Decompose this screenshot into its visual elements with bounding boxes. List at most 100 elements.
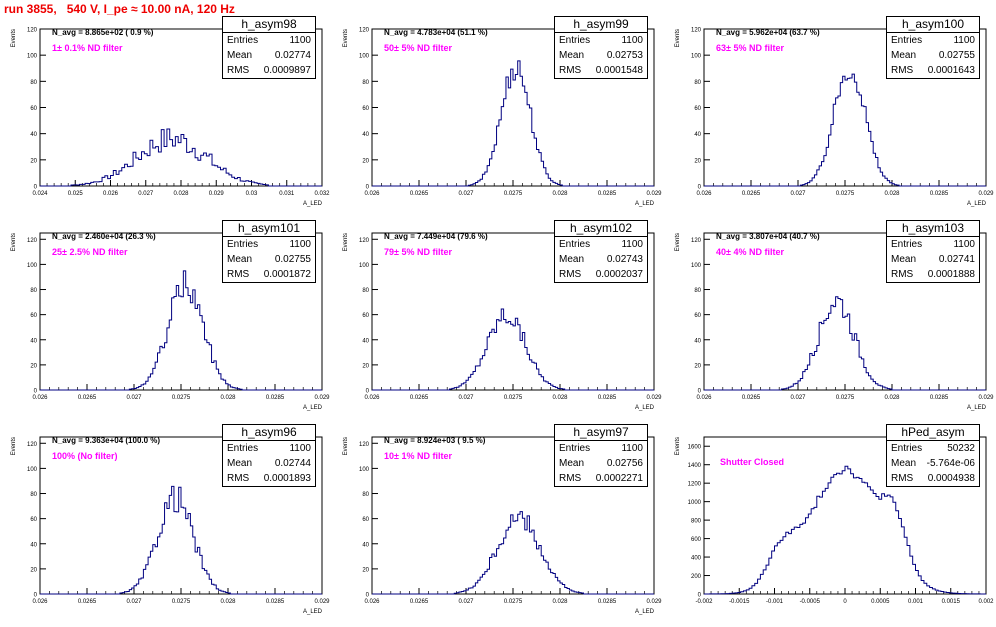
stats-label: Entries xyxy=(227,239,259,250)
stats-box-hPed_asym: hPed_asym Entries 50232 Mean -5.764e-06 RMS 0.… xyxy=(886,424,980,487)
x-tick-label: 0.03 xyxy=(246,191,258,197)
x-axis-label: A_LED xyxy=(303,201,323,207)
stats-label: Entries xyxy=(559,239,591,250)
filter-label: 100% (No filter) xyxy=(52,451,118,461)
y-tick-label: 40 xyxy=(694,132,701,138)
stats-row-mean: Mean 0.02753 xyxy=(555,48,647,63)
x-tick-label: 0.029 xyxy=(314,599,330,605)
filter-label: 50± 5% ND filter xyxy=(384,43,452,53)
stats-value: 0.0001643 xyxy=(927,65,975,76)
x-tick-label: -0.001 xyxy=(766,599,784,605)
stats-title: h_asym98 xyxy=(223,17,315,33)
x-tick-label: 0.028 xyxy=(220,599,236,605)
histogram-panel-h_asym101: 0 20 40 60 80 100 120 0.026 0.0265 0.027 0.0275 0.0… xyxy=(0,216,330,423)
y-tick-label: 120 xyxy=(359,238,370,244)
y-tick-label: 20 xyxy=(694,158,701,164)
y-tick-label: 1200 xyxy=(688,482,702,488)
histogram-svg-h_asym102: 0 20 40 60 80 100 120 0.026 0.0265 0.027 0.0275 0.0… xyxy=(343,232,662,411)
x-tick-label: 0.0265 xyxy=(78,395,97,401)
stats-row-rms: RMS 0.0001888 xyxy=(887,267,979,282)
stats-row-rms: RMS 0.0002037 xyxy=(555,267,647,282)
x-tick-label: 0.027 xyxy=(458,395,474,401)
y-tick-label: 20 xyxy=(362,363,369,369)
x-tick-label: 0.0275 xyxy=(504,191,523,197)
stats-value: 0.0001888 xyxy=(927,269,975,280)
x-axis-label: A_LED xyxy=(303,609,323,615)
x-tick-label: 0.026 xyxy=(32,599,48,605)
y-tick-label: 600 xyxy=(691,537,702,543)
stats-row-rms: RMS 0.0001643 xyxy=(887,63,979,78)
x-tick-label: 0.029 xyxy=(978,395,994,401)
y-tick-label: 40 xyxy=(362,132,369,138)
y-tick-label: 80 xyxy=(694,80,701,86)
x-tick-label: 0.0265 xyxy=(742,191,761,197)
stats-title: h_asym96 xyxy=(223,425,315,441)
x-tick-label: 0.0265 xyxy=(410,191,429,197)
x-tick-label: 0 xyxy=(843,599,847,605)
x-tick-label: 0.028 xyxy=(173,191,189,197)
y-tick-label: 100 xyxy=(27,54,38,60)
x-tick-label: 0.027 xyxy=(126,395,142,401)
histogram-line-h_asym102 xyxy=(372,308,654,391)
stats-row-rms: RMS 0.0001548 xyxy=(555,63,647,78)
stats-label: Mean xyxy=(891,458,917,469)
navg-label: N_avg = 8.865e+02 ( 0.9 %) xyxy=(52,28,154,37)
x-tick-label: 0.029 xyxy=(209,191,225,197)
stats-value: 1100 xyxy=(621,35,643,46)
y-tick-label: 0 xyxy=(366,593,370,599)
stats-label: Entries xyxy=(891,239,923,250)
x-tick-label: 0.027 xyxy=(138,191,154,197)
navg-label: N_avg = 8.924e+03 ( 9.5 %) xyxy=(384,436,486,445)
stats-label: Entries xyxy=(227,443,259,454)
y-tick-label: 80 xyxy=(362,80,369,86)
x-tick-label: 0.0285 xyxy=(930,395,949,401)
stats-row-mean: Mean 0.02741 xyxy=(887,252,979,267)
histogram-line-h_asym101 xyxy=(40,270,322,391)
stats-label: Mean xyxy=(559,254,585,265)
stats-label: Entries xyxy=(559,35,591,46)
navg-label: N_avg = 5.962e+04 (63.7 %) xyxy=(716,28,820,37)
stats-value: 0.02755 xyxy=(274,254,311,265)
stats-title: h_asym97 xyxy=(555,425,647,441)
x-tick-label: 0.026 xyxy=(696,395,712,401)
y-axis-label: Events xyxy=(343,437,349,455)
y-tick-label: 100 xyxy=(359,263,370,269)
stats-label: RMS xyxy=(891,269,914,280)
y-tick-label: 120 xyxy=(691,28,702,34)
y-tick-label: 60 xyxy=(30,313,37,319)
y-tick-label: 400 xyxy=(691,556,702,562)
stats-row-entries: Entries 50232 xyxy=(887,441,979,456)
histogram-line-h_asym103 xyxy=(704,296,986,391)
stats-box-h_asym99: h_asym99 Entries 1100 Mean 0.02753 RMS 0.00015… xyxy=(554,16,648,79)
x-tick-label: 0.0005 xyxy=(871,599,890,605)
x-axis-label: A_LED xyxy=(635,201,655,207)
stats-label: Mean xyxy=(227,254,253,265)
histogram-line-h_asym100 xyxy=(704,73,986,187)
stats-row-mean: Mean -5.764e-06 xyxy=(887,456,979,471)
y-tick-label: 40 xyxy=(30,132,37,138)
x-tick-label: 0.0285 xyxy=(598,395,617,401)
x-tick-label: 0.028 xyxy=(552,599,568,605)
x-tick-label: 0.028 xyxy=(552,191,568,197)
x-tick-label: 0.027 xyxy=(458,599,474,605)
y-tick-label: 60 xyxy=(362,517,369,523)
filter-label: 1± 0.1% ND filter xyxy=(52,43,123,53)
x-tick-label: 0.027 xyxy=(458,191,474,197)
histogram-line-h_asym96 xyxy=(40,485,322,595)
y-tick-label: 0 xyxy=(34,593,38,599)
x-tick-label: 0.0275 xyxy=(836,395,855,401)
stats-row-entries: Entries 1100 xyxy=(887,33,979,48)
stats-row-mean: Mean 0.02756 xyxy=(555,456,647,471)
histogram-svg-hPed_asym: 0 200 400 600 800 1000 1200 1400 1600 -0.002 -0.00… xyxy=(675,436,994,605)
y-tick-label: 40 xyxy=(362,542,369,548)
y-tick-label: 800 xyxy=(691,519,702,525)
histogram-panel-hPed_asym: 0 200 400 600 800 1000 1200 1400 1600 -0.002 -0.00… xyxy=(664,420,994,627)
y-axis-label: Events xyxy=(343,29,349,47)
stats-box-h_asym98: h_asym98 Entries 1100 Mean 0.02774 RMS 0.00098… xyxy=(222,16,316,79)
histogram-svg-h_asym98: 0 20 40 60 80 100 120 0.024 0.025 0.026 0.027 0.028… xyxy=(11,28,330,208)
stats-value: 0.02774 xyxy=(274,50,311,61)
y-tick-label: 0 xyxy=(366,185,370,191)
y-tick-label: 60 xyxy=(30,517,37,523)
filter-label: 25± 2.5% ND filter xyxy=(52,247,128,257)
stats-title: h_asym100 xyxy=(887,17,979,33)
